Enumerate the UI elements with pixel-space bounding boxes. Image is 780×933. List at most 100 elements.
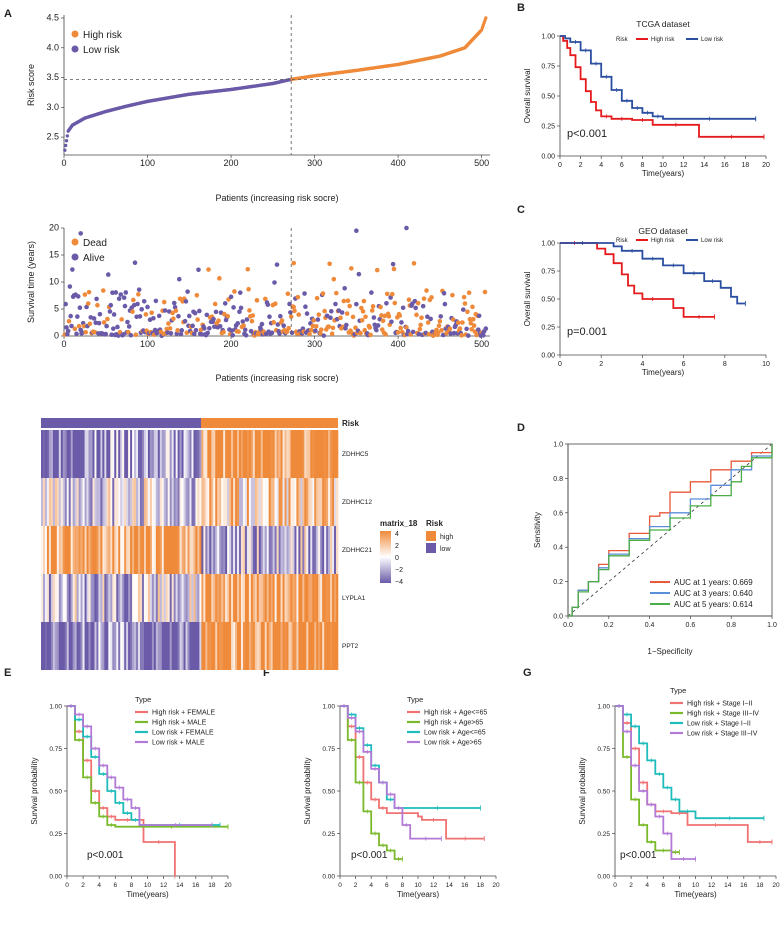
x-tick-label: 4 [369,882,373,889]
heatmap-cell [310,430,313,478]
legend-label: Alive [83,253,105,264]
survival-point [236,329,241,334]
heatmap-cell [46,574,50,622]
heatmap-cell [92,478,95,526]
heatmap-cell [100,526,103,574]
heatmap-cell [334,622,337,670]
heatmap-cell [50,622,54,670]
heatmap-cell [272,622,275,670]
heatmap-cell [211,622,214,670]
heatmap-cell [239,478,242,526]
survival-point [136,292,141,297]
survival-point [196,267,201,273]
heatmap-cell [300,430,303,478]
heatmap-cell [130,574,133,622]
heatmap-cell [288,574,291,622]
heatmap-cell [74,574,77,622]
survival-point [249,318,255,324]
heatmap-cell [195,478,198,526]
survival-point [217,323,223,329]
survival-point [389,319,394,325]
x-tick-label: 200 [224,158,239,168]
survival-point [482,289,488,295]
heatmap-cell [48,574,52,622]
heatmap-cell [110,526,113,574]
heatmap-cell [104,430,107,478]
heatmap-cell [189,430,192,478]
colorbar-tick: −2 [395,567,403,574]
survival-point [193,327,199,333]
p-value: p<0.001 [620,850,657,861]
survival-point [64,325,69,330]
survival-point [74,331,79,337]
heatmap-cell [302,478,305,526]
survival-point [171,300,177,306]
heatmap-cell [84,526,87,574]
heatmap-cell [41,574,44,622]
y-tick-label: 20 [49,223,59,233]
legend-label: Low risk [701,37,724,43]
heatmap-cell [235,478,238,526]
legend-label: High risk [651,37,675,43]
heatmap-cell [136,430,139,478]
survival-point [151,316,156,321]
heatmap-cell [195,574,198,622]
x-tick-label: 0 [61,339,66,349]
survival-point [467,316,473,322]
survival-point [476,313,482,319]
survival-point [153,298,159,304]
x-tick-label: 10 [762,361,770,368]
risk-point [484,16,488,20]
survival-point [80,330,85,335]
x-tick-label: 200 [224,339,239,349]
x-tick-label: 500 [474,339,489,349]
survival-point [437,318,443,324]
survival-point [400,305,406,311]
heatmap-cell [167,526,170,574]
heatmap-cell [145,430,149,478]
survival-point [320,291,326,296]
heatmap-cell [215,430,218,478]
survival-point [324,313,330,319]
heatmap-cell [181,622,184,670]
x-tick-label: 400 [391,158,406,168]
heatmap-cell [242,478,246,526]
heatmap-cell [231,430,234,478]
heatmap-cell [130,622,133,670]
survival-point [103,331,109,337]
heatmap-cell [187,478,190,526]
heatmap-cell [82,478,85,526]
heatmap-cell [227,622,230,670]
heatmap-cell [223,478,226,526]
heatmap-cell [278,430,281,478]
heatmap-cell [324,478,327,526]
km-curve [560,242,746,305]
heatmap-cell [76,478,79,526]
survival-point [307,331,312,337]
survival-point [310,323,316,329]
heatmap-cell [262,622,266,670]
heatmap-cell [54,574,58,622]
heatmap-cell [266,478,269,526]
heatmap-cell [147,526,151,574]
survival-point [195,317,200,322]
survival-point [327,261,332,267]
survival-point [344,322,349,328]
heatmap-cell [300,478,303,526]
survival-point [246,286,251,292]
survival-point [462,301,468,306]
survival-point [94,296,99,302]
heatmap-cell [181,430,184,478]
heatmap-cell [132,622,135,670]
heatmap-cell [124,622,127,670]
y-axis-label: Risk score [26,64,36,106]
heatmap-cell [153,430,157,478]
heatmap-cell [231,526,234,574]
km-curve [340,705,442,840]
y-tick-label: 0.50 [541,94,555,101]
panel-label-b: B [517,2,525,14]
survival-point [111,312,117,317]
heatmap-cell [254,430,258,478]
survival-point [391,266,397,272]
heatmap-cell [88,622,91,670]
